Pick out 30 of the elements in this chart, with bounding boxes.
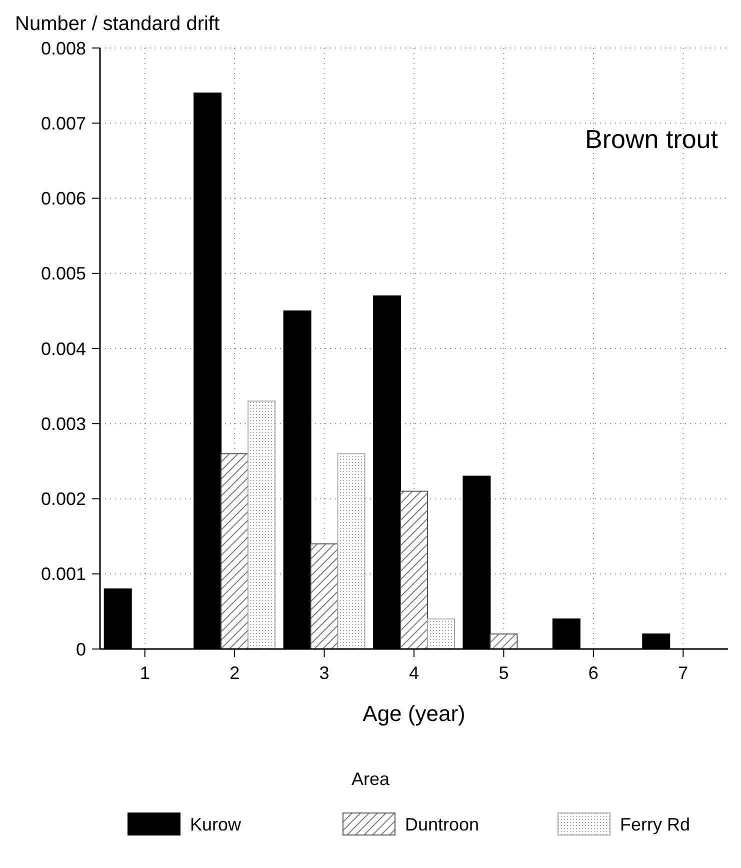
y-tick-label: 0.002 bbox=[40, 489, 86, 510]
bar bbox=[220, 453, 249, 650]
legend-label: Kurow bbox=[190, 814, 242, 834]
y-axis-title: Number / standard drift bbox=[15, 13, 220, 35]
bar bbox=[400, 490, 428, 650]
x-tick-label: 4 bbox=[408, 663, 420, 683]
x-tick-label: 1 bbox=[140, 663, 150, 683]
y-tick-label: 0.005 bbox=[40, 264, 86, 284]
legend-label: Duntroon bbox=[405, 814, 480, 834]
x-axis-title: Age (year) bbox=[362, 701, 466, 726]
y-tick-label: 0.003 bbox=[40, 414, 86, 434]
bar bbox=[248, 400, 276, 650]
x-tick-label: 7 bbox=[678, 663, 688, 683]
x-tick-label: 3 bbox=[319, 663, 330, 683]
x-tick-label: 6 bbox=[588, 663, 598, 683]
x-tick-label: 2 bbox=[230, 663, 240, 683]
y-tick-label: 0.004 bbox=[40, 338, 86, 359]
legend-label: Ferry Rd bbox=[620, 814, 690, 834]
bar bbox=[337, 453, 366, 650]
bar bbox=[427, 618, 455, 650]
bar bbox=[310, 543, 338, 650]
x-tick-label: 5 bbox=[498, 663, 509, 683]
y-tick-label: 0.007 bbox=[40, 113, 86, 134]
y-tick-label: 0.001 bbox=[40, 564, 86, 584]
y-tick-label: 0.008 bbox=[40, 38, 86, 58]
bar bbox=[490, 633, 518, 650]
y-tick-label: 0.006 bbox=[40, 188, 86, 209]
legend-title: Area bbox=[351, 769, 390, 789]
text: 0 bbox=[76, 639, 86, 660]
annotation: Brown trout bbox=[585, 124, 719, 154]
